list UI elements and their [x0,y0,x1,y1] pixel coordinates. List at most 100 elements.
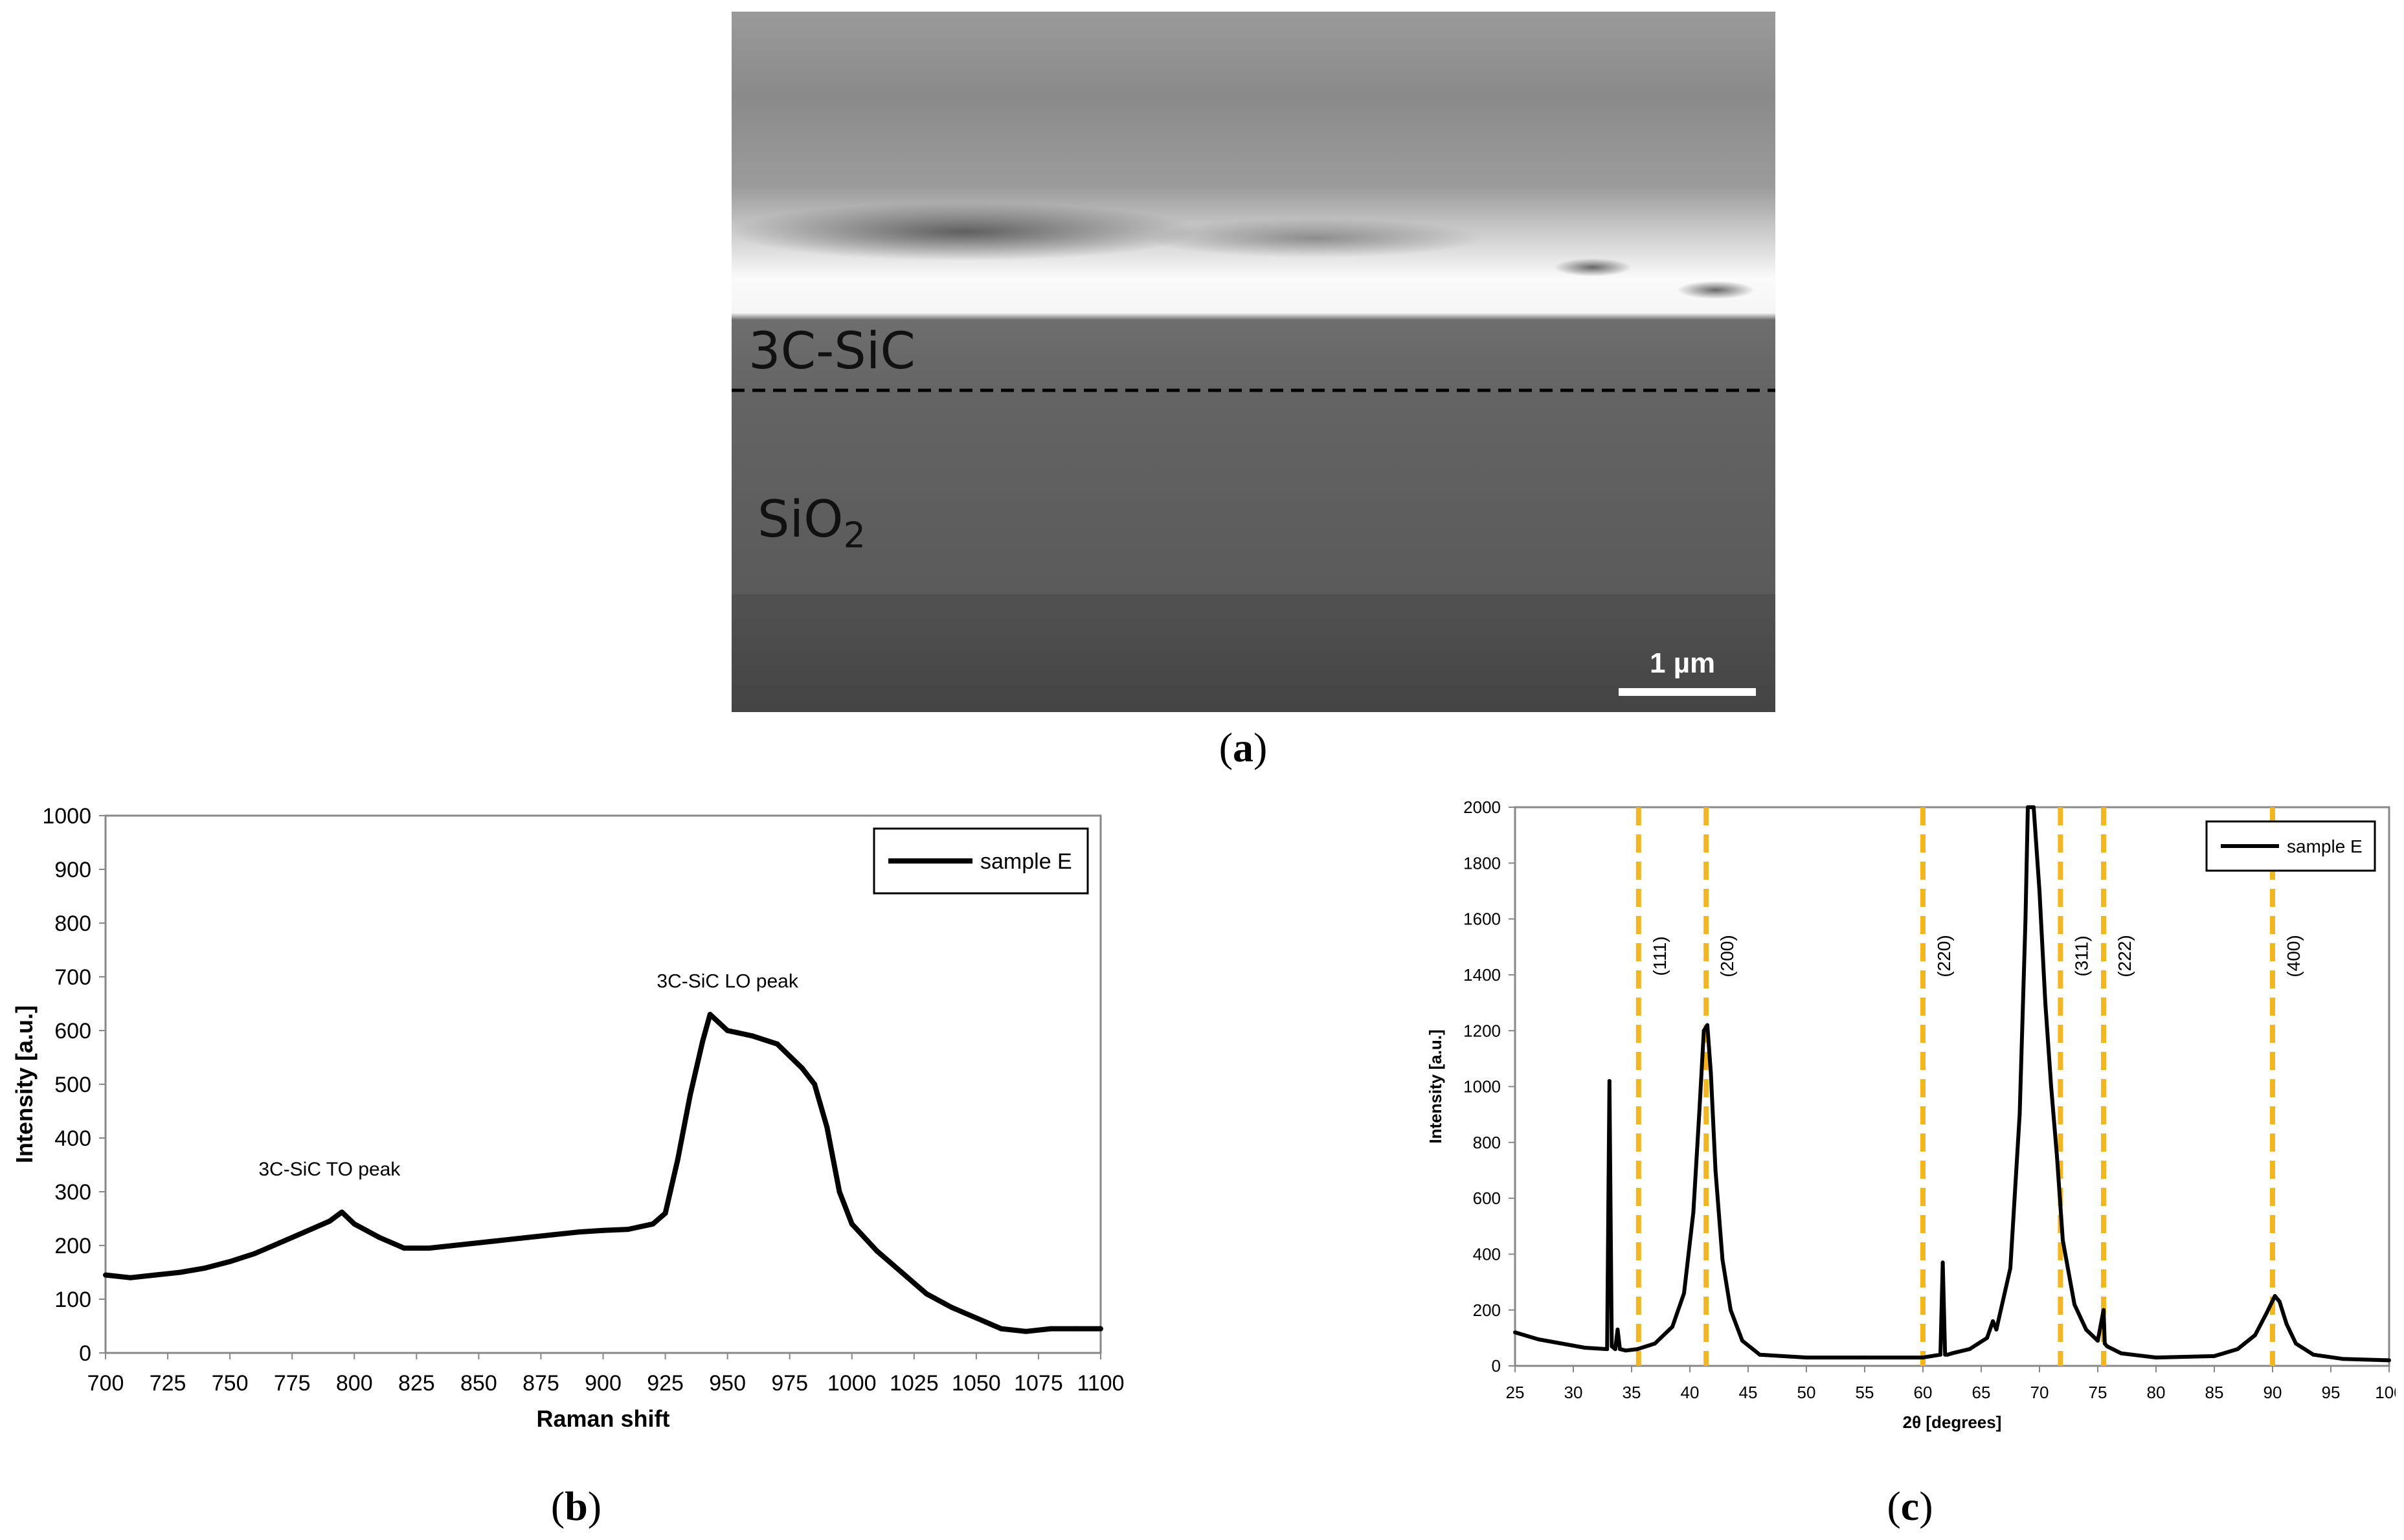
data-point [152,1272,158,1278]
data-point [1624,1348,1628,1353]
data-point [1615,1327,1620,1332]
x-tick-label-7: 875 [522,1371,559,1396]
data-point [2096,1339,2100,1343]
x-tick-label-14: 95 [2322,1383,2341,1402]
x-tick-label-11: 80 [2147,1383,2166,1402]
scale-bar-label: 1 µm [1650,647,1716,679]
data-point [824,1124,830,1130]
data-point [2212,1354,2216,1358]
data-point [1921,1356,1925,1360]
data-point [500,1237,506,1243]
data-point [1740,1339,1744,1343]
data-point [1804,1356,1808,1360]
data-point [1758,1352,1762,1357]
reference-label-5: (400) [2284,935,2304,977]
x-tick-label-13: 90 [2264,1383,2282,1402]
data-point [2073,1302,2076,1307]
data-point [426,1245,432,1251]
data-point [1618,1347,1622,1352]
y-tick-label-7: 700 [54,965,91,990]
y-tick-label-1: 100 [54,1288,91,1312]
x-tick-label-2: 35 [1623,1383,1641,1402]
data-point [1670,1324,1674,1329]
data-point [2032,805,2036,809]
data-point [2294,1341,2298,1346]
data-point [1994,1327,1999,1332]
x-axis-label: Raman shift [536,1405,669,1432]
data-point [1863,1356,1867,1360]
data-point [2049,1084,2053,1089]
x-tick-label-5: 50 [1797,1383,1816,1402]
scale-bar [1619,688,1756,696]
data-point [2023,917,2028,921]
data-point [1613,1347,1617,1352]
x-tick-label-1: 30 [1564,1383,1583,1402]
data-point [202,1265,208,1271]
data-point [750,1033,756,1039]
data-point [451,1243,456,1248]
panel-label-a: (a) [1219,724,1268,770]
plot-frame [1514,806,2390,1367]
y-tick-label-0: 0 [79,1341,91,1366]
x-tick-label-9: 70 [2030,1383,2049,1402]
data-point [326,1218,332,1224]
data-point [1513,1330,1517,1335]
y-tick-label-5: 1000 [1463,1077,1501,1097]
x-tick-label-12: 1000 [827,1371,877,1396]
data-point [2038,889,2041,893]
data-point [1705,1023,1709,1027]
data-point [276,1240,282,1245]
data-point [2008,1266,2012,1270]
x-tick-label-16: 1100 [1077,1371,1124,1396]
layer-label-3c-sic: 3C-SiC [748,322,916,381]
data-point [476,1240,482,1245]
data-point [550,1232,556,1238]
data-point [576,1229,581,1235]
sem-micrograph: 3C-SiC SiO2 1 µm [732,12,1775,712]
y-tick-label-7: 1400 [1463,965,1501,985]
data-point [1682,1291,1686,1295]
data-point [2284,1322,2289,1326]
data-point [849,1221,855,1227]
x-tick-label-10: 950 [709,1371,746,1396]
y-tick-label-9: 1800 [1463,853,1501,873]
data-point [1985,1335,1989,1340]
data-point [401,1245,407,1251]
legend-label: sample E [980,849,1072,874]
data-point [700,1038,706,1044]
data-point [1709,1070,1713,1075]
data-point [1098,1326,1103,1332]
data-point [2277,1299,2282,1304]
data-point [2119,1351,2123,1356]
data-point [707,1012,713,1018]
data-point [1991,1319,1995,1323]
data-point [812,1082,818,1087]
legend-label: sample E [2287,836,2363,856]
data-point [1073,1326,1079,1332]
layer-label-sio2: SiO2 [758,491,866,556]
data-point [1607,1078,1612,1083]
data-point [899,1269,904,1275]
x-tick-label-6: 850 [460,1371,497,1396]
annotation-0: 3C-SiC TO peak [258,1159,401,1180]
data-point [874,1248,880,1254]
reference-label-1: (200) [1717,935,1737,977]
data-point [687,1092,693,1098]
data-point [376,1234,382,1240]
x-tick-label-14: 1050 [952,1371,1001,1396]
x-tick-label-12: 85 [2205,1383,2224,1402]
x-tick-label-9: 925 [647,1371,684,1396]
data-point [1968,1347,1972,1352]
y-tick-label-6: 600 [54,1019,91,1043]
data-point [799,1066,805,1071]
data-point [2102,1308,2106,1312]
y-tick-label-9: 900 [54,858,91,882]
y-tick-label-10: 2000 [1463,798,1501,817]
x-tick-label-3: 40 [1681,1383,1700,1402]
plot-frame [104,814,1102,1354]
series-line-0 [105,1012,1101,1334]
x-tick-label-13: 1025 [890,1371,939,1396]
data-point [2017,1112,2022,1117]
data-point [2341,1357,2344,1361]
data-point [103,1272,108,1278]
